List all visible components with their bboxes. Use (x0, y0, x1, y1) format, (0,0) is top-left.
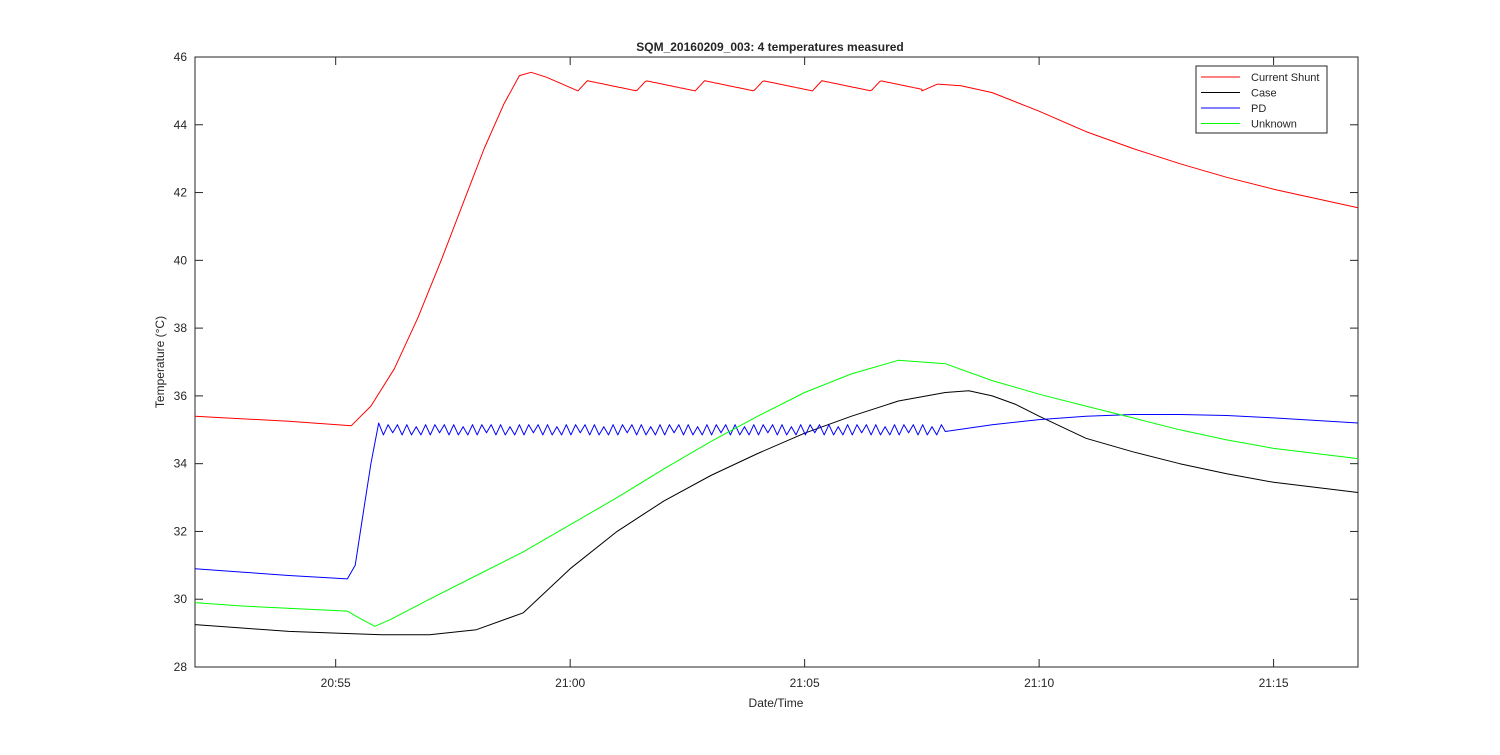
series-line-pd (194, 414, 1359, 580)
legend-label-case: Case (1251, 88, 1277, 100)
x-tick-label: 20:55 (321, 676, 351, 690)
y-tick-label: 40 (174, 253, 188, 267)
y-tick-label: 32 (174, 524, 188, 538)
chart-title: SQM_20160209_003: 4 temperatures measure… (636, 40, 904, 54)
y-tick-label: 28 (174, 660, 188, 674)
y-tick-label: 42 (174, 186, 188, 200)
x-tick-label: 21:05 (790, 676, 820, 690)
y-tick-label: 38 (174, 321, 188, 335)
x-tick-label: 21:00 (555, 676, 585, 690)
series-line-current-shunt (194, 71, 1359, 427)
y-tick-label: 46 (174, 50, 188, 64)
x-axis-title: Date/Time (749, 696, 804, 710)
plot-area: 28 30 32 34 36 38 40 42 44 46 20:55 21:00 21:05 21:10… (174, 50, 1359, 690)
tick-layer: 28 30 32 34 36 38 40 42 44 46 20:55 21:00 21:05 21:10… (174, 50, 1358, 690)
series-layer (194, 71, 1359, 636)
axes-box (194, 56, 1359, 668)
legend-label-unknown: Unknown (1251, 119, 1297, 131)
x-tick-label: 21:10 (1024, 676, 1054, 690)
legend: Current Shunt Case PD Unknown (1195, 65, 1328, 134)
legend-label-pd: PD (1251, 103, 1266, 115)
y-tick-label: 36 (174, 389, 188, 403)
y-tick-label: 44 (174, 118, 188, 132)
x-tick-label: 21:15 (1259, 676, 1289, 690)
y-axis-title: Temperature (°C) (153, 316, 167, 408)
y-tick-label: 30 (174, 592, 188, 606)
legend-label-current-shunt: Current Shunt (1251, 72, 1319, 84)
y-tick-label: 34 (174, 457, 188, 471)
series-line-unknown (194, 359, 1359, 627)
